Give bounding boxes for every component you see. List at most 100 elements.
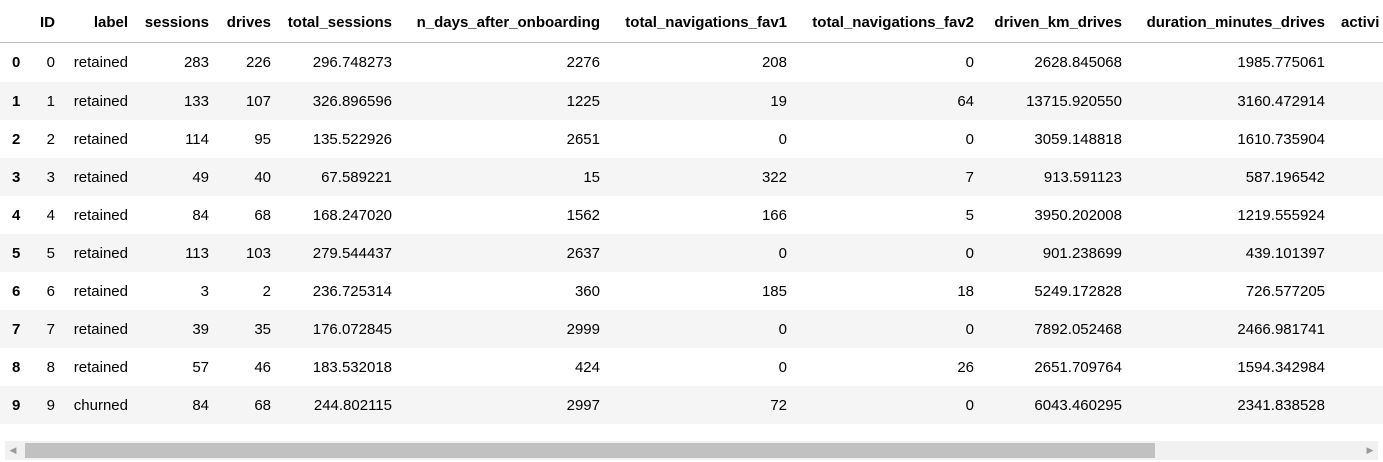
table-cell: 2341.838528 [1237, 396, 1325, 414]
table-cell: 226 [245, 54, 271, 71]
table-cell: 2997 [566, 396, 600, 414]
table-cell: 13715.920550 [1026, 92, 1122, 110]
chevron-right-icon[interactable]: ▶ [1366, 445, 1374, 455]
column-header [0, 0, 30, 43]
table-cell: 72 [770, 396, 787, 414]
table-cell: 5 [46, 244, 55, 262]
table-cell: 1562 [566, 206, 600, 224]
table-cell: 0 [46, 54, 55, 71]
table-cell: retained [73, 244, 128, 262]
table-cell: 6 [46, 282, 55, 300]
table-cell: 2651.709764 [1034, 358, 1122, 376]
table-body: 0 0 retained 283 226 296.748273 2276 208 0 2628.8… [0, 42, 1383, 424]
table-cell: 322 [761, 168, 787, 186]
row-index: 5 [12, 244, 21, 262]
table-cell: 40 [254, 168, 271, 186]
scrollbar-thumb[interactable] [25, 443, 1155, 458]
row-index: 9 [12, 396, 21, 414]
table-row: 6 6 retained 3 2 236.725314 360 185 18 5249.17282… [0, 272, 1383, 310]
table-row: 1 1 retained 133 107 326.896596 1225 19 64 13715.… [0, 82, 1383, 120]
table-cell: 2 [262, 282, 271, 300]
table-cell: 133 [183, 92, 209, 110]
row-index: 6 [12, 282, 21, 300]
table-cell: 8 [46, 358, 55, 376]
table-cell: 19 [770, 92, 787, 110]
table-cell: 587.196542 [1245, 168, 1325, 186]
table-cell [1333, 234, 1383, 272]
table-cell [1333, 120, 1383, 158]
table-cell: 18 [957, 282, 974, 300]
table-cell: 9 [46, 396, 55, 414]
table-cell: retained [73, 206, 128, 224]
table-row: 5 5 retained 113 103 279.544437 2637 0 0 901.2386… [0, 234, 1383, 272]
table-cell: 2 [46, 130, 55, 148]
table-cell: 208 [761, 54, 787, 71]
table-cell: retained [73, 130, 128, 148]
table-cell: 0 [965, 244, 974, 262]
table-cell: 166 [761, 206, 787, 224]
table-cell: 1594.342984 [1237, 358, 1325, 376]
table-cell: 15 [583, 168, 600, 186]
row-index: 3 [12, 168, 21, 186]
table-cell: 67.589221 [321, 168, 392, 186]
table-cell: 2276 [566, 54, 600, 71]
table-cell: 5249.172828 [1034, 282, 1122, 300]
table-cell: 0 [965, 320, 974, 338]
table-cell: retained [73, 168, 128, 186]
row-index: 1 [12, 92, 21, 110]
chevron-left-icon[interactable]: ◀ [9, 445, 17, 455]
table-cell: 0 [778, 130, 787, 148]
table-cell: 35 [254, 320, 271, 338]
table-cell: 84 [192, 206, 209, 224]
table-cell: 726.577205 [1245, 282, 1325, 300]
row-index: 8 [12, 358, 21, 376]
column-header: driven_km_drives [982, 0, 1130, 43]
row-index: 7 [12, 320, 21, 338]
table-cell: 183.532018 [312, 358, 392, 376]
table-cell: 68 [254, 206, 271, 224]
table-row: 4 4 retained 84 68 168.247020 1562 166 5 3950.202… [0, 196, 1383, 234]
column-header: label [63, 0, 136, 43]
table-cell: 236.725314 [312, 282, 392, 300]
table-cell: 2651 [566, 130, 600, 148]
table-cell: 2999 [566, 320, 600, 338]
table-cell [1333, 82, 1383, 120]
table-cell: 296.748273 [312, 54, 392, 71]
table-row: 0 0 retained 283 226 296.748273 2276 208 0 2628.8… [0, 42, 1383, 82]
table-cell: 0 [778, 358, 787, 376]
column-header: total_navigations_fav2 [795, 0, 982, 43]
table-cell: 84 [192, 396, 209, 414]
table-cell [1333, 348, 1383, 386]
column-header: sessions [136, 0, 217, 43]
table-cell: 0 [965, 130, 974, 148]
table-cell: 168.247020 [312, 206, 392, 224]
table-cell: 360 [574, 282, 600, 300]
table-cell: 68 [254, 396, 271, 414]
table-cell: 901.238699 [1042, 244, 1122, 262]
table-cell: 1985.775061 [1237, 54, 1325, 71]
column-header: ID [30, 0, 63, 43]
horizontal-scrollbar[interactable]: ◀ ▶ [5, 441, 1378, 460]
table-cell: retained [73, 54, 128, 71]
table-cell: 39 [192, 320, 209, 338]
row-index: 2 [12, 130, 21, 148]
table-cell: 0 [778, 244, 787, 262]
table-cell: 3950.202008 [1034, 206, 1122, 224]
table-cell: 26 [957, 358, 974, 376]
table-cell: 3160.472914 [1237, 92, 1325, 110]
table-cell: 6043.460295 [1034, 396, 1122, 414]
row-index: 4 [12, 206, 21, 224]
table-cell: 279.544437 [312, 244, 392, 262]
table-cell: 57 [192, 358, 209, 376]
table-cell: 3 [46, 168, 55, 186]
dataframe-table: ID label sessions drives total_sessions … [0, 0, 1383, 424]
table-cell: retained [73, 320, 128, 338]
table-cell [1333, 196, 1383, 234]
table-cell: 439.101397 [1245, 244, 1325, 262]
column-header: duration_minutes_drives [1130, 0, 1333, 43]
table-cell: 49 [192, 168, 209, 186]
table-cell: 7 [965, 168, 974, 186]
table-cell: 244.802115 [313, 396, 392, 414]
column-header: drives [217, 0, 279, 43]
row-index: 0 [12, 54, 21, 71]
